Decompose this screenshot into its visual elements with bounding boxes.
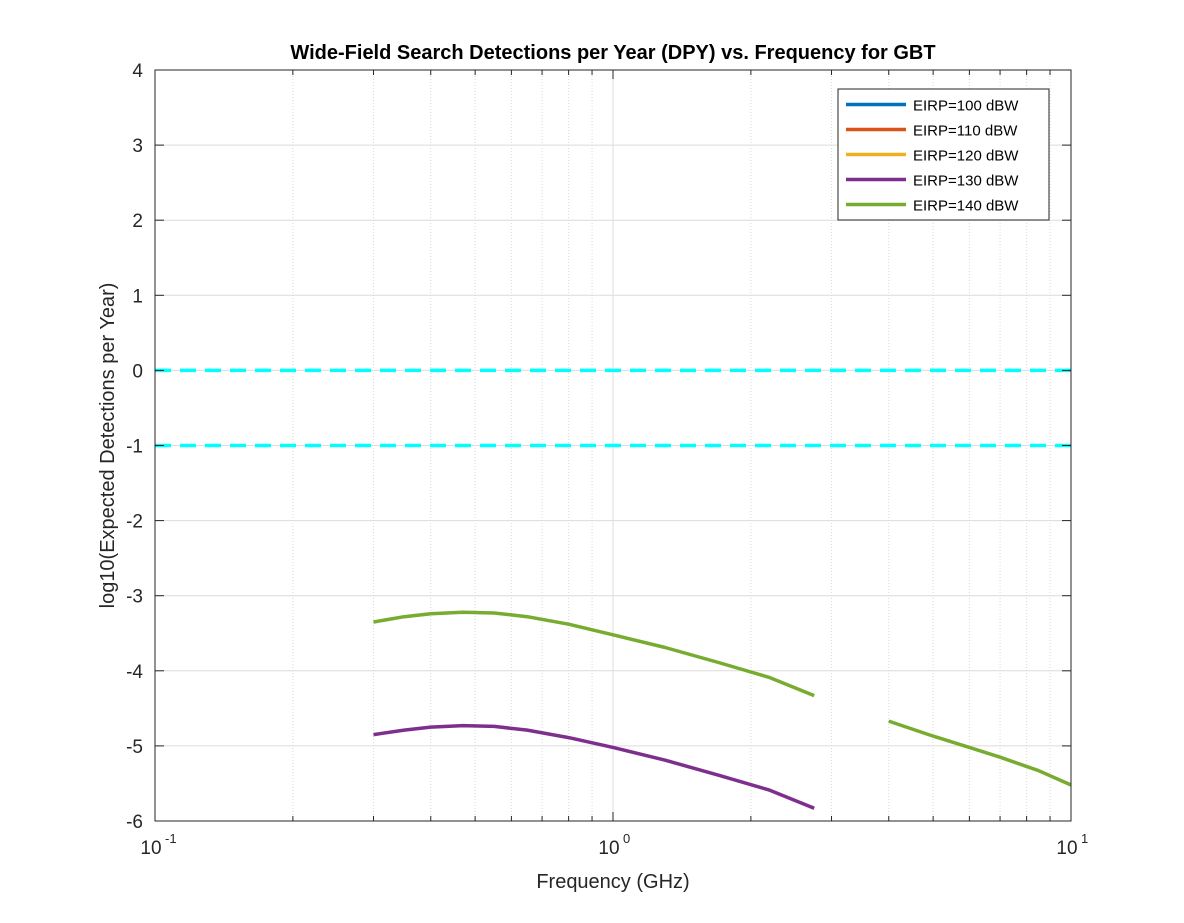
legend-label: EIRP=130 dBW [913,173,1019,190]
y-tick-label: -3 [126,587,143,608]
y-tick-label: -2 [126,512,143,533]
y-tick-label: 4 [132,61,143,82]
x-tick-label-exponent: 1 [1081,831,1088,846]
x-tick-label: 10 [598,838,619,859]
x-tick-label: 10 [140,838,161,859]
y-tick-label: 1 [132,286,143,307]
y-tick-label: -6 [126,812,143,833]
y-tick-label: 0 [132,361,143,382]
series-line [373,610,815,698]
y-tick-label: -5 [126,737,143,758]
chart-title: Wide-Field Search Detections per Year (D… [290,42,935,64]
y-tick-label: -4 [126,662,143,683]
x-axis-label: Frequency (GHz) [536,871,689,893]
tick-marks [154,69,1072,822]
reference-lines [155,368,1071,448]
x-tick-label-exponent: -1 [165,831,177,846]
legend-label: EIRP=140 dBW [913,198,1019,215]
series-line [888,719,1072,787]
x-tick-label-exponent: 0 [623,831,630,846]
x-tick-label: 10 [1056,838,1077,859]
y-axis-label: log10(Expected Detections per Year) [97,283,119,609]
legend-label: EIRP=100 dBW [913,98,1019,115]
legend-label: EIRP=110 dBW [913,123,1018,140]
data-series [373,610,1072,810]
y-tick-label: 2 [132,211,143,232]
y-tick-label: -1 [126,437,143,458]
y-tick-label: 3 [132,136,143,157]
series-line [373,723,815,810]
legend-label: EIRP=120 dBW [913,148,1019,165]
legend: EIRP=100 dBW EIRP=110 dBW EIRP=120 dBW EIRP… [837,88,1050,221]
